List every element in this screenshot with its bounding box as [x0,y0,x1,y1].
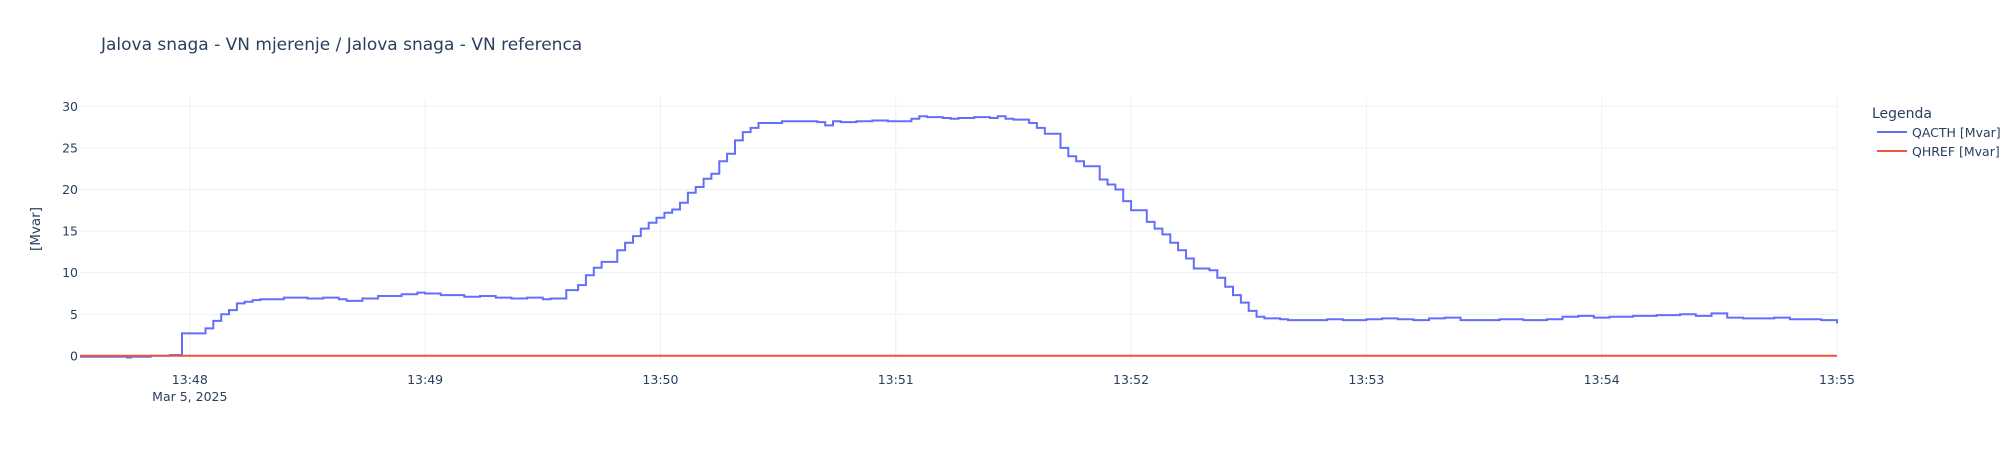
y-tick-label: 5 [70,307,78,322]
series-layer [80,115,1838,359]
tick-layer: 0 5 10 15 20 25 30 13:48 Mar 5, 2025 13:49 13:50 13… [62,99,1855,404]
legend[interactable]: Legenda QACTH [Mvar] QHREF [Mvar] [1872,106,2001,159]
y-axis-title: [Mvar] [28,207,44,251]
x-tick-label: 13:55 [1819,372,1855,387]
x-tick-label: 13:53 [1348,372,1384,387]
legend-item-qhref[interactable]: QHREF [Mvar] [1877,144,2000,159]
x-tick-label: 13:52 [1113,372,1149,387]
chart-title: Jalova snaga - VN mjerenje / Jalova snag… [100,35,582,55]
y-tick-label: 0 [70,348,78,363]
legend-label-qhref: QHREF [Mvar] [1912,144,2000,159]
x-tick-label: 13:49 [407,372,443,387]
legend-title: Legenda [1872,106,1932,122]
y-tick-label: 20 [62,182,78,197]
y-tick-label: 15 [62,224,78,239]
x-tick-sublabel: Mar 5, 2025 [152,389,227,404]
x-tick-label: 13:48 [172,372,208,387]
x-tick-label: 13:51 [878,372,914,387]
series-line-qacth [80,115,1838,359]
x-tick-label: 13:50 [642,372,678,387]
legend-label-qacth: QACTH [Mvar] [1912,125,2001,140]
grid-layer [80,98,1838,360]
y-tick-label: 30 [62,99,78,114]
x-tick-label: 13:54 [1584,372,1620,387]
y-tick-label: 25 [62,140,78,155]
legend-item-qacth[interactable]: QACTH [Mvar] [1877,125,2001,140]
y-tick-label: 10 [62,265,78,280]
